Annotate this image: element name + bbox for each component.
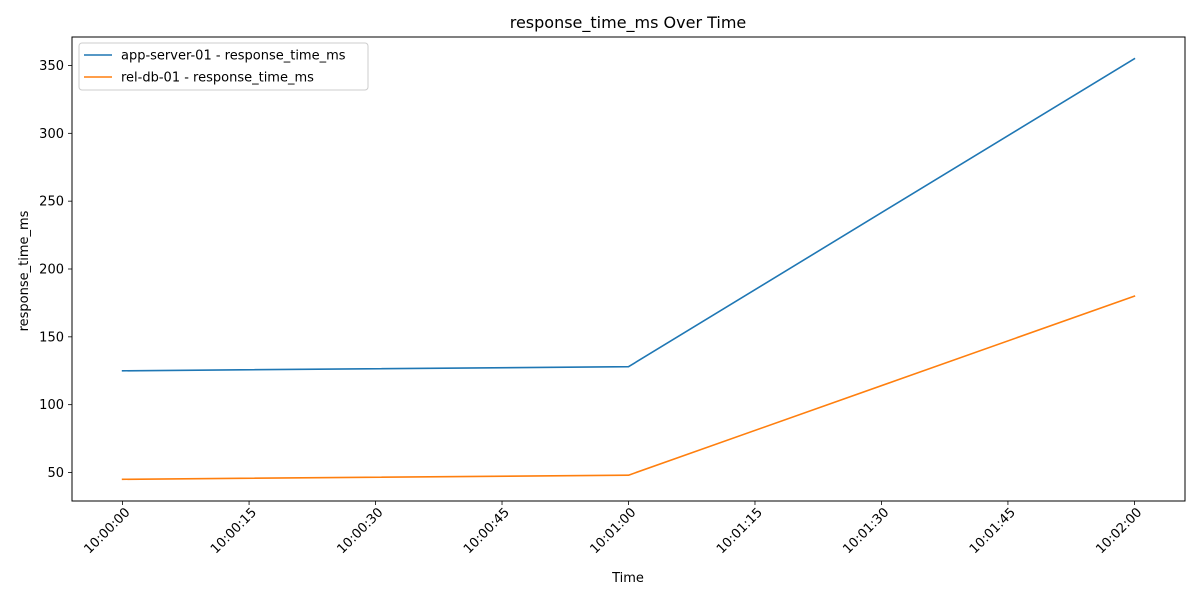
x-axis: 10:00:00 10:00:15 10:00:30 10:00:45 10:01:00… — [82, 501, 1145, 557]
y-tick-label: 100 — [39, 398, 64, 413]
y-tick-label: 150 — [39, 330, 64, 345]
x-tick-label: 10:00:00 — [82, 505, 134, 557]
plot-frame — [71, 36, 1186, 502]
y-tick-label: 200 — [39, 263, 64, 278]
y-tick-label: 250 — [39, 195, 64, 210]
y-axis-title: response_time_ms — [17, 210, 32, 331]
y-tick-label: 50 — [47, 466, 64, 481]
legend: app-server-01 - response_time_ms rel-db-0… — [78, 42, 369, 91]
x-tick-label: 10:00:45 — [461, 505, 513, 557]
series-layer — [121, 57, 1136, 481]
x-tick-label: 10:01:30 — [840, 505, 892, 557]
y-tick-label: 350 — [39, 59, 64, 74]
chart-title: response_time_ms Over Time — [510, 13, 747, 33]
plot-area — [71, 36, 1186, 502]
x-axis-title: Time — [611, 571, 644, 586]
y-axis: 50 100 150 200 250 300 350 — [39, 59, 72, 481]
x-tick-label: 10:01:45 — [967, 505, 1019, 557]
y-tick-label: 300 — [39, 127, 64, 142]
x-tick-label: 10:01:00 — [587, 505, 639, 557]
legend-frame — [78, 42, 369, 91]
series-line-2 — [121, 295, 1136, 481]
legend-label: app-server-01 - response_time_ms — [121, 49, 346, 64]
x-tick-label: 10:01:15 — [714, 505, 766, 557]
x-tick-label: 10:00:30 — [334, 505, 386, 557]
x-tick-label: 10:02:00 — [1093, 505, 1145, 557]
series-line-1 — [121, 57, 1136, 372]
legend-label: rel-db-01 - response_time_ms — [121, 71, 314, 86]
x-tick-label: 10:00:15 — [208, 505, 260, 557]
